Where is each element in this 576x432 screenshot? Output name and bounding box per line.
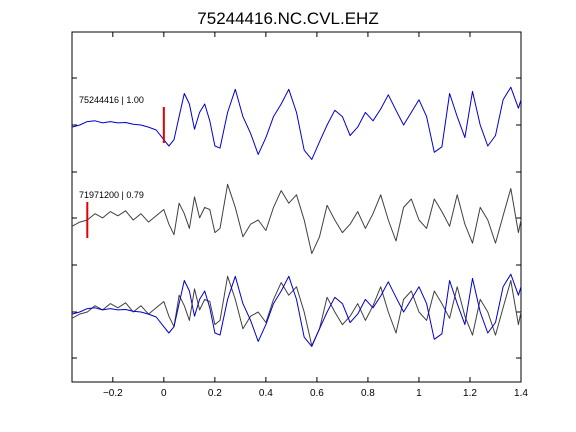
plot-frame: [71, 31, 522, 383]
x-tick-label: −0.2: [103, 388, 123, 399]
x-tick-label: 1: [416, 388, 422, 399]
x-tick-label: 0: [161, 388, 167, 399]
trace-1-waveform: [71, 86, 522, 160]
x-tick-label: 1.2: [463, 388, 477, 399]
overlay-trace-2-waveform: [71, 275, 522, 347]
x-tick-label: 0.6: [310, 388, 324, 399]
x-tick-label: 0.4: [259, 388, 273, 399]
axis-ticks: −0.2 0 0.2 0.4 0.6 0.8 1 1.2 1.4: [72, 32, 528, 399]
traces: [71, 86, 522, 347]
trace-label: 75244416 | 1.00: [79, 95, 144, 105]
x-tick-label: 0.2: [208, 388, 222, 399]
x-tick-label: 1.4: [514, 388, 528, 399]
trace-labels: 75244416 | 1.00 71971200 | 0.79: [79, 95, 144, 200]
x-tick-label: 0.8: [361, 388, 375, 399]
trace-2-waveform: [71, 183, 522, 255]
trace-label: 71971200 | 0.79: [79, 190, 144, 200]
overlay-trace-1-waveform: [71, 273, 522, 347]
chart-title: 75244416.NC.CVL.EHZ: [197, 9, 378, 28]
